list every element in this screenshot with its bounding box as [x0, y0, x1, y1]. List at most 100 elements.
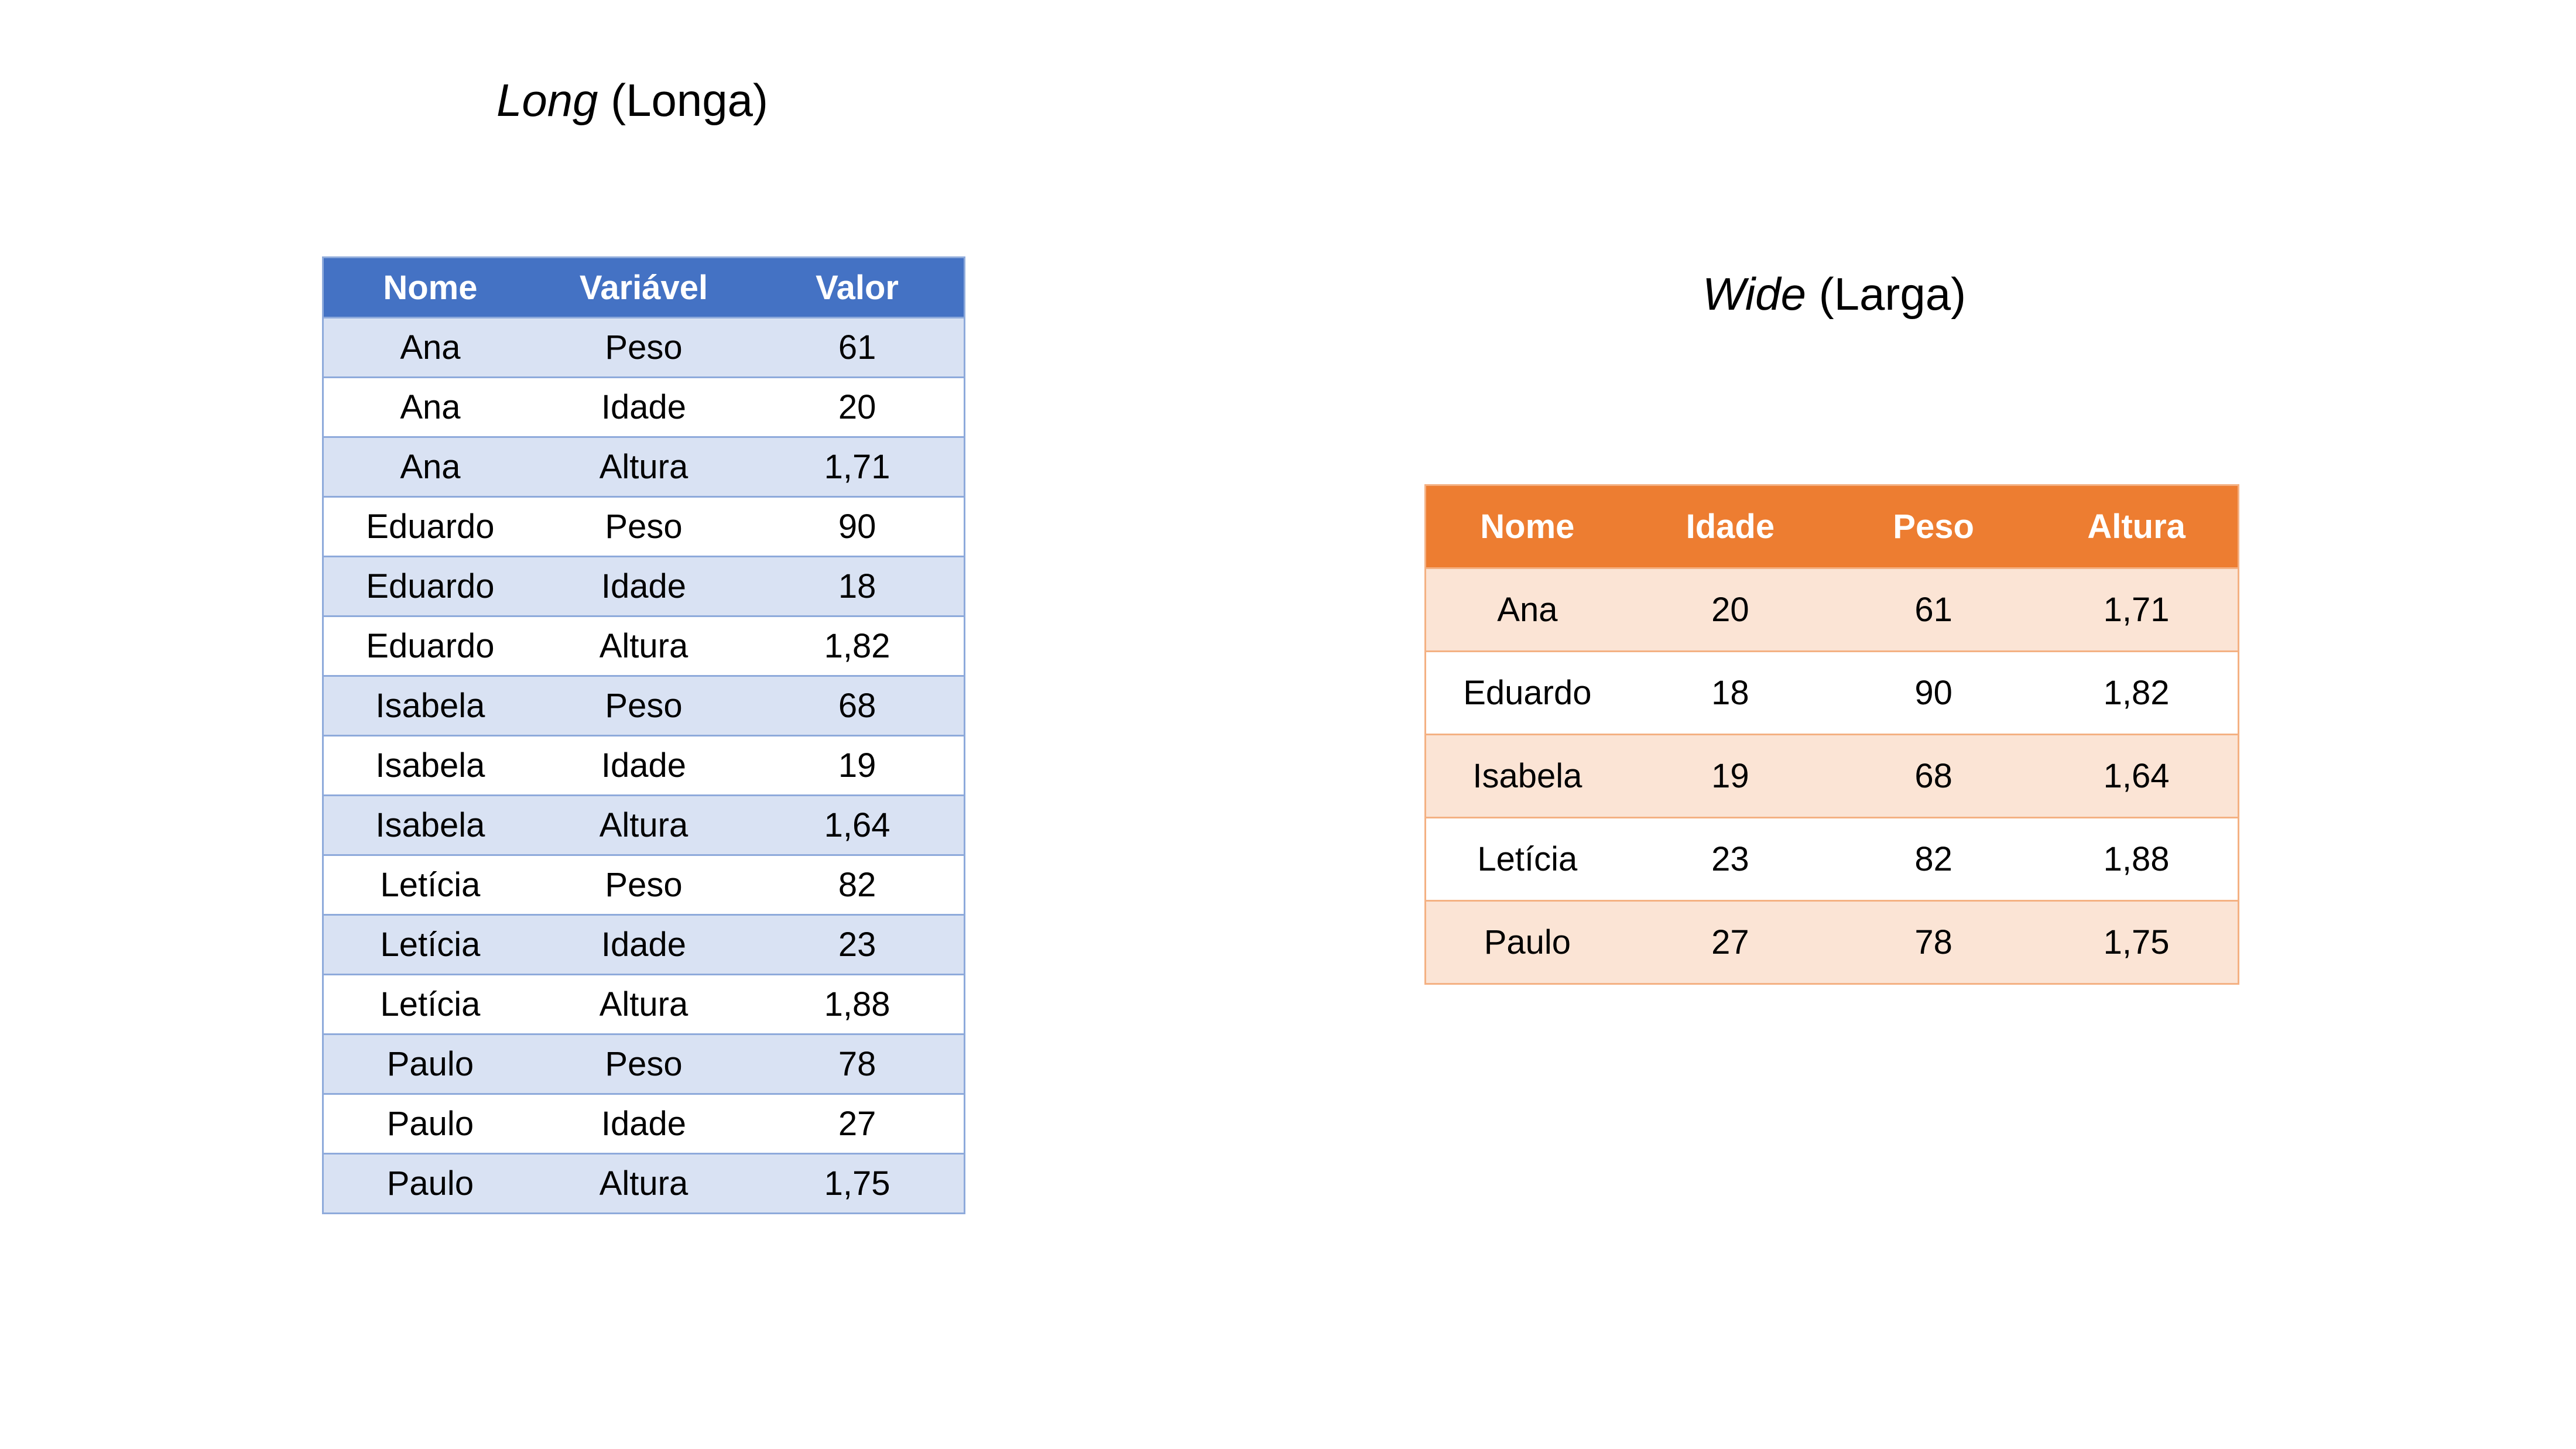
long-table-cell: Eduardo	[323, 556, 537, 616]
long-table-row: Eduardo Altura 1,82	[323, 615, 965, 676]
long-table-cell: 18	[751, 556, 965, 616]
wide-table-cell: 90	[1832, 650, 2036, 735]
long-table-cell: Altura	[536, 436, 751, 497]
long-table-cell: 23	[751, 914, 965, 975]
long-table-row: Ana Idade 20	[323, 376, 965, 437]
long-header-row: Nome Variável Valor	[323, 257, 965, 318]
wide-table-cell: 27	[1628, 900, 1832, 984]
wide-table-cell: Isabela	[1425, 734, 1629, 818]
wide-header-row: Nome Idade Peso Altura	[1425, 485, 2239, 568]
long-table-cell: Altura	[536, 794, 751, 855]
long-table-cell: 68	[751, 675, 965, 736]
wide-header-idade: Idade	[1628, 485, 1832, 568]
wide-table-cell: 68	[1832, 734, 2036, 818]
long-table-cell: 27	[751, 1093, 965, 1154]
long-header-variavel: Variável	[536, 257, 751, 318]
long-table-cell: Peso	[536, 496, 751, 557]
long-table-cell: 1,71	[751, 436, 965, 497]
wide-table-row: Isabela 19 68 1,64	[1425, 734, 2239, 818]
wide-table-row: Letícia 23 82 1,88	[1425, 817, 2239, 901]
long-table-row: Isabela Idade 19	[323, 735, 965, 796]
long-table-row: Letícia Altura 1,88	[323, 974, 965, 1034]
long-header-nome: Nome	[323, 257, 537, 318]
wide-table-cell: 20	[1628, 567, 1832, 652]
long-table-cell: 1,75	[751, 1153, 965, 1214]
wide-table-title: Wide (Larga)	[1703, 271, 1966, 317]
wide-table-cell: 1,75	[2035, 900, 2239, 984]
long-table-row: Letícia Idade 23	[323, 914, 965, 975]
long-header-valor: Valor	[751, 257, 965, 318]
long-table-cell: Idade	[536, 556, 751, 616]
wide-table-cell: Letícia	[1425, 817, 1629, 901]
wide-table-row: Eduardo 18 90 1,82	[1425, 650, 2239, 735]
long-table-cell: Ana	[323, 376, 537, 437]
long-table-cell: Eduardo	[323, 496, 537, 557]
long-table-cell: 78	[751, 1033, 965, 1094]
long-table-cell: Paulo	[323, 1093, 537, 1154]
long-table-row: Ana Altura 1,71	[323, 436, 965, 497]
long-table-cell: Letícia	[323, 974, 537, 1034]
long-table-cell: Peso	[536, 317, 751, 378]
long-table-cell: Ana	[323, 317, 537, 378]
wide-header-altura: Altura	[2035, 485, 2239, 568]
wide-table-cell: 1,82	[2035, 650, 2239, 735]
wide-title-rest: (Larga)	[1806, 268, 1967, 320]
long-table-row: Eduardo Idade 18	[323, 556, 965, 616]
long-table-cell: Letícia	[323, 914, 537, 975]
long-table-cell: Letícia	[323, 854, 537, 915]
long-table-row: Isabela Peso 68	[323, 675, 965, 736]
long-table-cell: Altura	[536, 615, 751, 676]
long-table-cell: Altura	[536, 974, 751, 1034]
long-table-cell: Isabela	[323, 675, 537, 736]
wide-table-row: Ana 20 61 1,71	[1425, 567, 2239, 652]
long-table-cell: Idade	[536, 376, 751, 437]
wide-table-cell: 1,88	[2035, 817, 2239, 901]
long-table-cell: 1,88	[751, 974, 965, 1034]
wide-header-nome: Nome	[1425, 485, 1629, 568]
long-table-cell: Idade	[536, 1093, 751, 1154]
long-table-cell: 19	[751, 735, 965, 796]
long-table-cell: Isabela	[323, 794, 537, 855]
long-table-row: Paulo Idade 27	[323, 1093, 965, 1154]
long-table-cell: Isabela	[323, 735, 537, 796]
wide-table-cell: 82	[1832, 817, 2036, 901]
wide-table-cell: 78	[1832, 900, 2036, 984]
wide-table-cell: 18	[1628, 650, 1832, 735]
long-table-cell: 90	[751, 496, 965, 557]
long-table-cell: Ana	[323, 436, 537, 497]
long-table-cell: 20	[751, 376, 965, 437]
long-table-row: Paulo Altura 1,75	[323, 1153, 965, 1214]
long-table-cell: 1,64	[751, 794, 965, 855]
long-table-cell: 82	[751, 854, 965, 915]
long-table-row: Paulo Peso 78	[323, 1033, 965, 1094]
wide-title-italic: Wide	[1702, 268, 1806, 320]
wide-table-row: Paulo 27 78 1,75	[1425, 900, 2239, 984]
long-table-row: Letícia Peso 82	[323, 854, 965, 915]
long-table-cell: Paulo	[323, 1033, 537, 1094]
wide-table-cell: 61	[1832, 567, 2036, 652]
long-table-cell: Paulo	[323, 1153, 537, 1214]
long-table-cell: 1,82	[751, 615, 965, 676]
wide-header-peso: Peso	[1832, 485, 2036, 568]
long-table-row: Isabela Altura 1,64	[323, 794, 965, 855]
long-table-cell: Idade	[536, 914, 751, 975]
long-table-cell: 61	[751, 317, 965, 378]
long-title-rest: (Longa)	[598, 74, 769, 126]
wide-table-cell: Ana	[1425, 567, 1629, 652]
wide-table-cell: 23	[1628, 817, 1832, 901]
long-table: Nome Variável Valor Ana Peso 61 Ana Idade 20 A…	[322, 256, 965, 1214]
wide-table-cell: Paulo	[1425, 900, 1629, 984]
long-table-row: Eduardo Peso 90	[323, 496, 965, 557]
long-title-italic: Long	[496, 74, 598, 126]
wide-table-cell: 19	[1628, 734, 1832, 818]
wide-table: Nome Idade Peso Altura Ana 20 61 1,71 Eduard…	[1424, 484, 2239, 985]
long-table-row: Ana Peso 61	[323, 317, 965, 378]
wide-table-cell: 1,71	[2035, 567, 2239, 652]
long-table-cell: Peso	[536, 854, 751, 915]
long-table-cell: Altura	[536, 1153, 751, 1214]
long-table-title: Long (Longa)	[496, 77, 768, 123]
wide-table-cell: 1,64	[2035, 734, 2239, 818]
long-table-cell: Peso	[536, 675, 751, 736]
long-table-cell: Eduardo	[323, 615, 537, 676]
wide-table-cell: Eduardo	[1425, 650, 1629, 735]
